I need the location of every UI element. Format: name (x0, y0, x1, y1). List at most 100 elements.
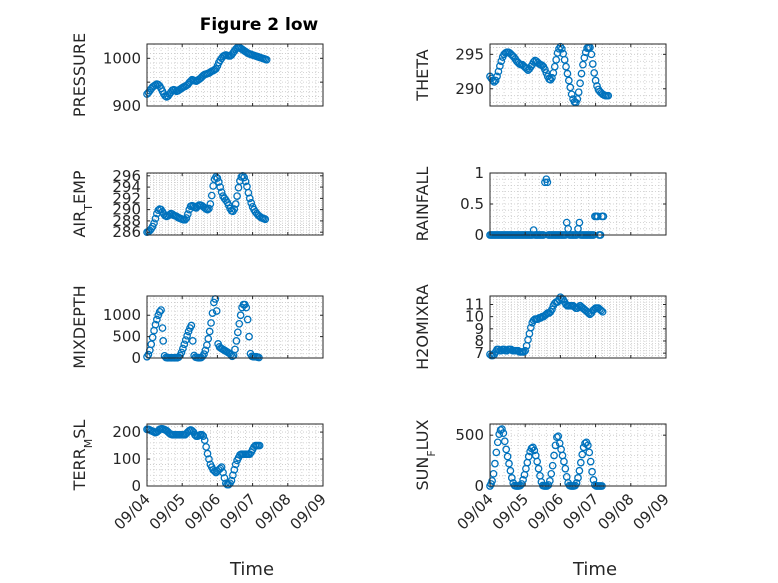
data-point (575, 218, 584, 227)
data-point (187, 321, 196, 330)
data-point (158, 324, 167, 332)
data-point (560, 55, 569, 64)
data-point (507, 474, 516, 482)
axes-frame (489, 43, 667, 107)
data-point (200, 350, 208, 359)
grid (147, 44, 323, 106)
y-axis-label: THETA (413, 49, 432, 101)
y-axis-label: MIXDEPTH (70, 285, 89, 368)
axes-box (489, 172, 667, 236)
y-tick-label: 0 (474, 226, 484, 244)
subplot-pressure: 900 1000 PRESSURE (70, 33, 324, 117)
data-point (579, 60, 587, 69)
data-point (551, 441, 560, 450)
data-point (245, 332, 253, 341)
y-tick-label: 1000 (103, 306, 141, 324)
plot-area (147, 296, 323, 358)
data-point (557, 44, 566, 53)
data-point (586, 457, 595, 466)
data-point (231, 200, 240, 208)
axes-box (489, 295, 667, 359)
data-point (545, 477, 554, 485)
subplot-theta: 290 295 THETA (413, 42, 667, 107)
subplot-mixdepth: 0 500 1000 MIXDEPTH (70, 285, 324, 369)
data-point (574, 474, 582, 482)
y-tick-label: 294 (112, 178, 141, 196)
data-point (199, 432, 208, 440)
data-point (201, 346, 210, 355)
data-point (217, 188, 226, 197)
data-point (243, 315, 252, 324)
subplot-rainfall: 0 0.5 1 RAINFALL (413, 164, 667, 244)
grid (490, 173, 666, 235)
data-point (161, 92, 170, 100)
data-point (575, 466, 584, 475)
data-point (604, 91, 613, 100)
y-tick-label: 292 (112, 189, 141, 207)
data-point (159, 337, 168, 345)
series-markers (143, 171, 270, 237)
data-point (584, 441, 592, 450)
plot-area (490, 424, 666, 486)
y-tick-label: 0 (131, 477, 141, 495)
data-point (522, 64, 531, 73)
series-markers (486, 425, 606, 490)
y-tick-label: 0 (474, 477, 484, 495)
data-point (573, 95, 582, 103)
data-point (493, 438, 502, 447)
y-tick-label: 290 (112, 201, 141, 219)
data-point (576, 79, 584, 88)
data-point (205, 327, 214, 336)
y-tick-label: 290 (455, 80, 484, 98)
data-point (552, 55, 561, 64)
axes-box (489, 43, 667, 107)
data-point (503, 452, 512, 461)
data-point (188, 337, 197, 345)
grid (490, 424, 666, 486)
data-point (505, 459, 513, 468)
plot-area (147, 173, 323, 235)
data-point (499, 429, 508, 437)
series-markers (486, 42, 613, 107)
data-point (498, 425, 506, 433)
data-point (214, 178, 223, 186)
data-point (206, 200, 215, 208)
axes-box (146, 295, 324, 359)
y-tick-label: 9 (474, 320, 484, 338)
data-point (578, 450, 587, 459)
data-point (524, 452, 533, 461)
data-point (493, 72, 501, 81)
y-tick-label: 11 (465, 296, 484, 314)
data-point (492, 448, 501, 457)
data-point (181, 336, 190, 344)
y-axis-label: H2OMIXRA (413, 284, 432, 370)
y-axis-label-rest: LUX (413, 419, 432, 450)
data-point (180, 340, 189, 349)
y-axis-label-rest: SL (70, 420, 89, 439)
data-point (526, 323, 535, 332)
data-point (589, 476, 598, 484)
data-point (233, 328, 242, 337)
data-point (212, 307, 221, 315)
data-point (506, 466, 515, 475)
data-point (502, 445, 511, 454)
data-point (562, 62, 570, 71)
y-tick-label: 500 (112, 328, 141, 346)
data-point (497, 57, 506, 66)
axes-frame (146, 423, 324, 487)
data-point (550, 451, 558, 460)
data-point (227, 476, 236, 485)
axes-box (146, 172, 324, 236)
data-point (585, 448, 594, 457)
data-point (553, 433, 561, 442)
data-point (534, 464, 543, 473)
data-point (208, 309, 217, 317)
data-point (491, 76, 500, 85)
data-point (588, 467, 596, 476)
y-tick-label: 8 (474, 332, 484, 350)
y-tick-label: 1 (474, 164, 484, 182)
data-point (210, 298, 218, 307)
y-tick-label: 288 (112, 212, 141, 230)
data-point (182, 214, 191, 222)
